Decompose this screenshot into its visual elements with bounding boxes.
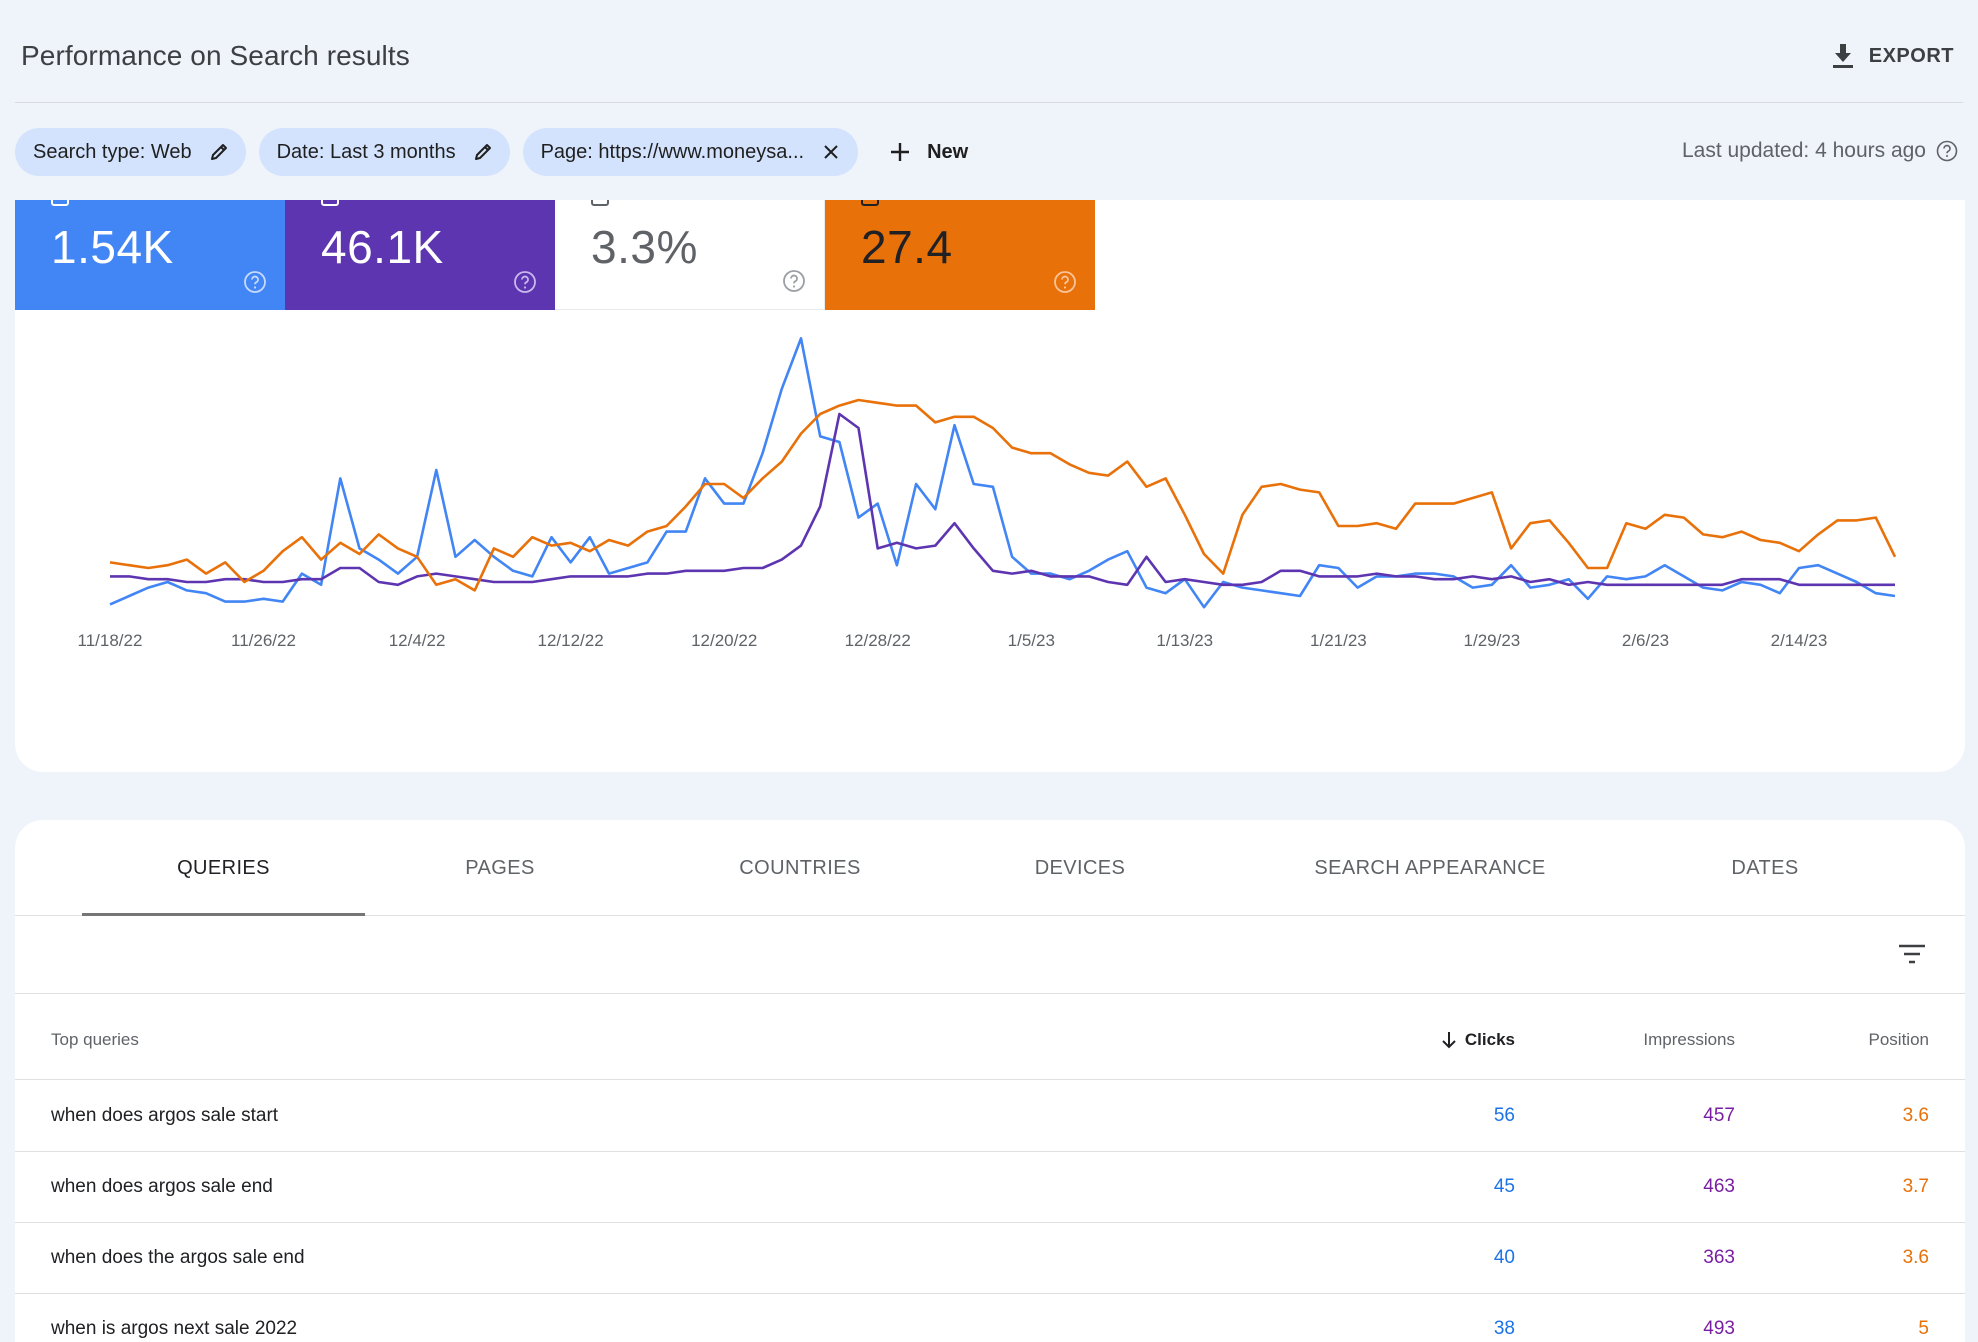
column-header-label: Clicks xyxy=(1464,1030,1515,1049)
impressions-cell: 463 xyxy=(1703,1176,1735,1197)
table-row[interactable]: when does argos sale end 45 463 3.7 xyxy=(15,1152,1965,1223)
x-tick-label: 11/18/22 xyxy=(78,631,143,650)
position-cell: 5 xyxy=(1918,1318,1929,1339)
help-icon[interactable] xyxy=(782,269,806,293)
help-icon[interactable] xyxy=(1936,140,1958,162)
export-label: EXPORT xyxy=(1868,44,1954,67)
query-cell: when is argos next sale 2022 xyxy=(51,1318,298,1339)
arrow-down-icon xyxy=(1442,1032,1456,1049)
header-divider xyxy=(15,102,1963,103)
x-tick-label: 2/14/23 xyxy=(1771,631,1828,650)
clicks-cell: 45 xyxy=(1493,1176,1515,1197)
impressions-cell: 493 xyxy=(1703,1318,1735,1339)
x-tick-label: 11/26/22 xyxy=(231,631,296,650)
performance-line-chart[interactable]: 11/18/22 11/26/22 12/4/22 12/12/22 12/20/22 1… xyxy=(15,310,1965,772)
tab-search-appearance[interactable]: SEARCH APPEARANCE xyxy=(1314,856,1546,879)
help-icon[interactable] xyxy=(513,270,537,294)
new-filter-label: New xyxy=(927,140,969,163)
tab-dates[interactable]: DATES xyxy=(1731,856,1799,879)
impressions-cell: 363 xyxy=(1703,1247,1735,1268)
clicks-cell: 56 xyxy=(1493,1105,1515,1126)
last-updated-text: Last updated: 4 hours ago xyxy=(1681,139,1926,162)
x-tick-label: 12/4/22 xyxy=(389,631,446,650)
table-filter-row xyxy=(15,916,1965,994)
plus-icon xyxy=(891,143,910,161)
chip-date[interactable]: Date: Last 3 months xyxy=(258,128,510,176)
position-cell: 3.7 xyxy=(1902,1176,1929,1197)
impressions-cell: 457 xyxy=(1703,1105,1735,1126)
query-cell: when does argos sale start xyxy=(51,1105,279,1126)
metric-value: 27.4 xyxy=(861,221,953,273)
tab-devices[interactable]: DEVICES xyxy=(1034,856,1126,879)
chip-label: Search type: Web xyxy=(33,140,192,163)
filter-icon[interactable] xyxy=(1896,940,1928,968)
query-cell: when does the argos sale end xyxy=(51,1247,305,1268)
column-header-position[interactable]: Position xyxy=(1868,1030,1929,1049)
series-line-clicks xyxy=(109,337,1896,609)
x-tick-label: 2/6/23 xyxy=(1622,631,1669,650)
tab-countries[interactable]: COUNTRIES xyxy=(739,856,861,879)
table-row[interactable]: when is argos next sale 2022 38 493 5 xyxy=(15,1294,1965,1342)
table-row[interactable]: when does argos sale start 56 457 3.6 xyxy=(15,1081,1965,1152)
column-header-query: Top queries xyxy=(51,1030,139,1049)
x-tick-label: 12/20/22 xyxy=(691,631,757,650)
metric-value: 46.1K xyxy=(321,221,444,273)
download-icon xyxy=(1832,44,1853,68)
position-cell: 3.6 xyxy=(1902,1105,1929,1126)
header: Performance on Search results EXPORT xyxy=(0,0,1978,104)
x-tick-label: 1/21/23 xyxy=(1310,631,1367,650)
chip-label: Page: https://www.moneysa... xyxy=(540,140,805,163)
column-header-impressions[interactable]: Impressions xyxy=(1643,1030,1735,1049)
clicks-cell: 38 xyxy=(1493,1318,1515,1339)
report-tabs: QUERIES PAGES COUNTRIES DEVICES SEARCH A… xyxy=(15,820,1965,916)
report-table-card: QUERIES PAGES COUNTRIES DEVICES SEARCH A… xyxy=(15,820,1965,1342)
last-updated: Last updated: 4 hours ago xyxy=(1682,139,1958,163)
metric-total-impressions[interactable]: 46.1K xyxy=(285,200,555,310)
series-line-position xyxy=(109,398,1897,592)
metric-value: 1.54K xyxy=(51,221,174,273)
pencil-icon[interactable] xyxy=(472,141,494,163)
chip-page[interactable]: Page: https://www.moneysa... xyxy=(522,128,859,176)
performance-chart-card: 1.54K 46.1K 3.3% xyxy=(15,200,1965,772)
metric-average-position[interactable]: 27.4 xyxy=(825,200,1095,310)
metric-total-clicks[interactable]: 1.54K xyxy=(15,200,285,310)
help-icon[interactable] xyxy=(1053,270,1077,294)
filter-chips: Search type: Web Date: Last 3 months Pag… xyxy=(15,128,968,176)
table-row[interactable]: when does the argos sale end 40 363 3.6 xyxy=(15,1223,1965,1294)
position-cell: 3.6 xyxy=(1902,1247,1929,1268)
x-tick-label: 1/5/23 xyxy=(1008,631,1055,650)
close-icon[interactable] xyxy=(820,141,842,163)
series-line-impressions xyxy=(110,412,1895,587)
x-tick-label: 12/28/22 xyxy=(845,631,911,650)
chip-label: Date: Last 3 months xyxy=(276,140,456,163)
metric-checkbox[interactable] xyxy=(861,200,879,206)
x-tick-label: 1/29/23 xyxy=(1464,631,1521,650)
column-header-clicks[interactable]: Clicks xyxy=(1441,1030,1515,1050)
metric-value: 3.3% xyxy=(591,221,698,273)
metric-checkbox[interactable] xyxy=(51,200,69,206)
chip-search-type[interactable]: Search type: Web xyxy=(15,128,246,176)
x-tick-label: 12/12/22 xyxy=(538,631,604,650)
new-filter-button[interactable]: New xyxy=(889,128,968,176)
table-header: Top queries Clicks Impressions Position xyxy=(15,994,1965,1080)
clicks-cell: 40 xyxy=(1493,1247,1515,1268)
query-cell: when does argos sale end xyxy=(51,1176,273,1197)
metric-average-ctr[interactable]: 3.3% xyxy=(555,200,825,310)
pencil-icon[interactable] xyxy=(208,141,230,163)
metric-checkbox[interactable] xyxy=(321,200,339,206)
tab-pages[interactable]: PAGES xyxy=(465,856,535,879)
page-title: Performance on Search results xyxy=(21,40,410,71)
help-icon[interactable] xyxy=(243,270,267,294)
metric-checkbox[interactable] xyxy=(591,200,609,206)
active-tab-indicator xyxy=(82,913,365,916)
export-button[interactable]: EXPORT xyxy=(1831,38,1954,74)
x-tick-label: 1/13/23 xyxy=(1156,631,1213,650)
tab-queries[interactable]: QUERIES xyxy=(177,856,270,879)
